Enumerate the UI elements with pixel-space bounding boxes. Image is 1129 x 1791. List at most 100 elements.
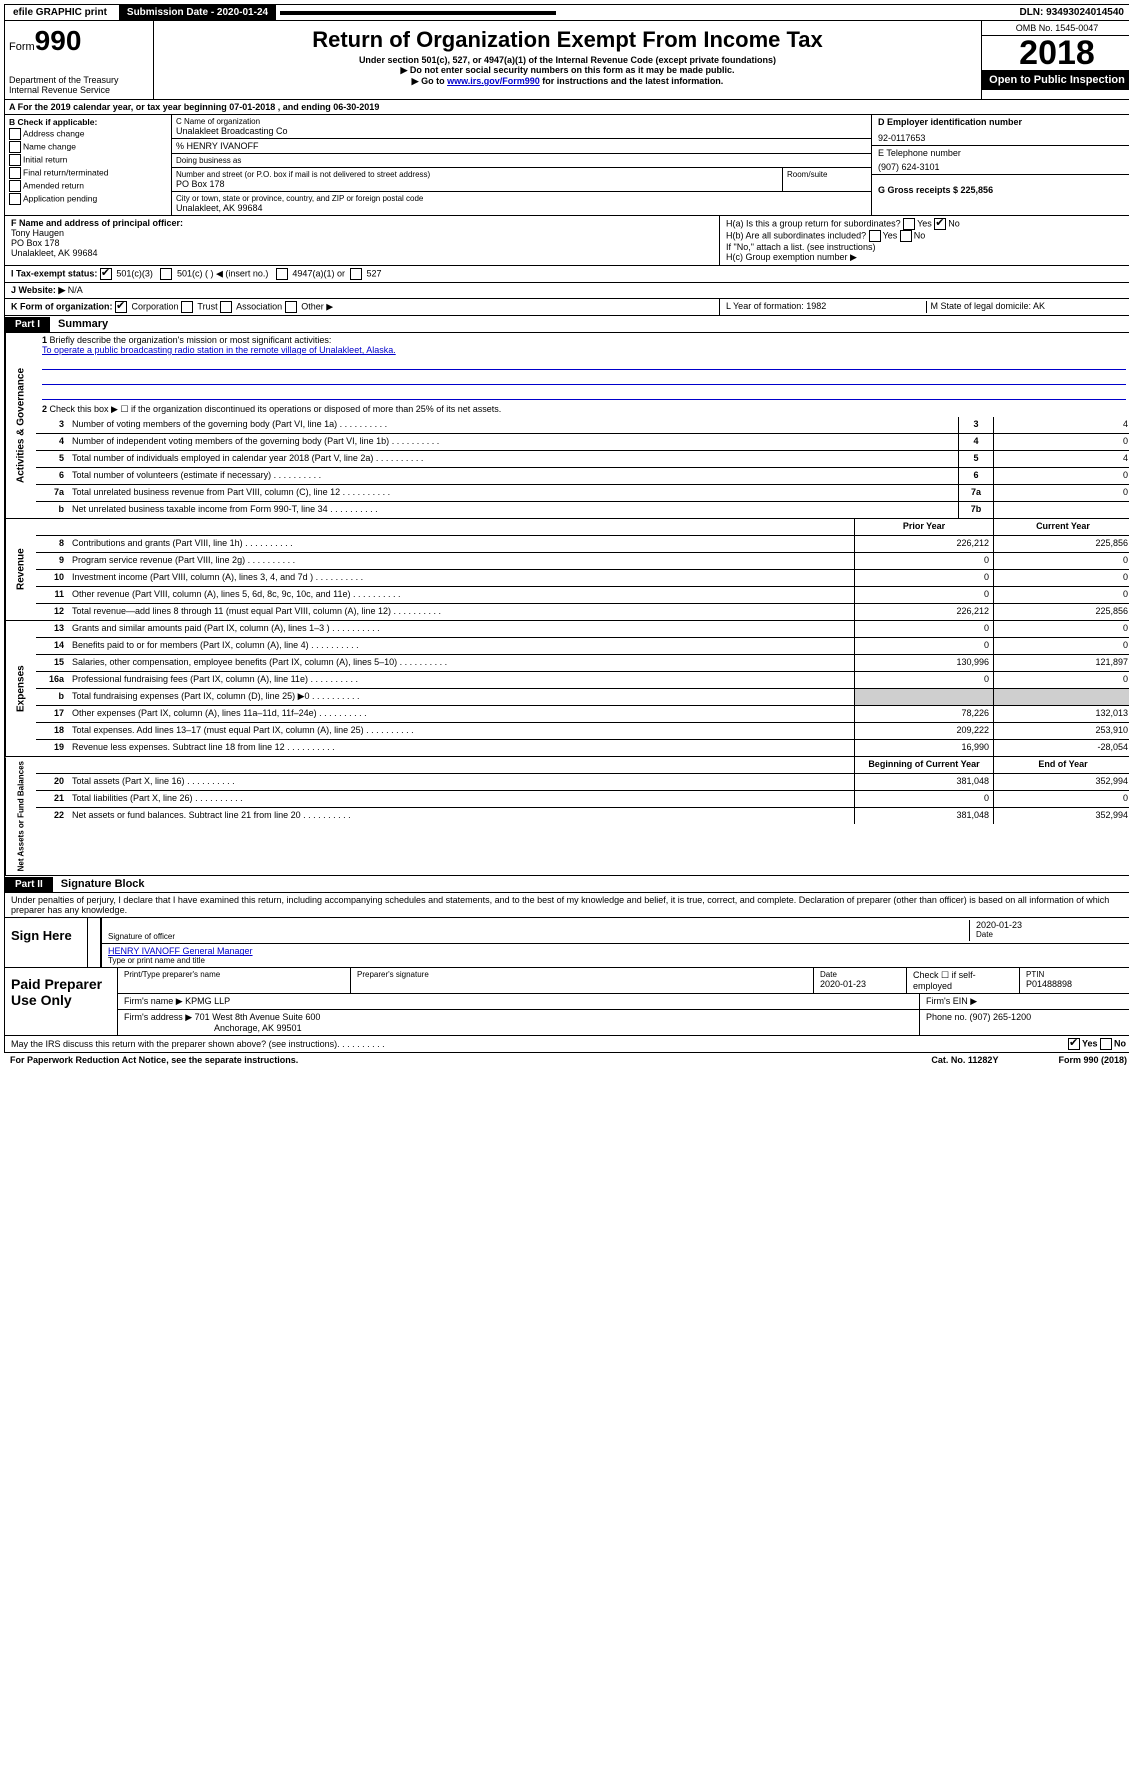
vlabel-revenue: Revenue [5,519,36,620]
rev-body: Prior Year Current Year 8Contributions a… [36,519,1129,620]
firm-addr-lbl: Firm's address ▶ [124,1012,192,1022]
phone-lbl: E Telephone number [878,148,1126,158]
gov-row-5: 5Total number of individuals employed in… [36,450,1129,467]
cb-app-pending[interactable]: Application pending [9,193,167,205]
cb-other[interactable] [285,301,297,313]
form-num: 990 [35,25,82,56]
row-j: J Website: ▶ N/A [4,283,1129,299]
cb-address-change[interactable]: Address change [9,128,167,140]
row-b: bTotal fundraising expenses (Part IX, co… [36,688,1129,705]
opt-501c: 501(c) ( ) ◀ (insert no.) [177,268,268,278]
sign-arrow [87,918,100,967]
net-rows: 20Total assets (Part X, line 16)381,0483… [36,773,1129,824]
opt-trust: Trust [197,301,217,311]
f-addr1: PO Box 178 [11,238,713,248]
row-9: 9Program service revenue (Part VIII, lin… [36,552,1129,569]
sig-name-row: HENRY IVANOFF General Manager Type or pr… [102,944,1129,967]
cb-501c3[interactable] [100,268,112,280]
hb-yes[interactable] [869,230,881,242]
q2-num: 2 [42,404,47,414]
street-row: Number and street (or P.O. box if mail i… [172,168,871,192]
sign-fields: Signature of officer 2020-01-23 Date HEN… [100,918,1129,967]
cb-527[interactable] [350,268,362,280]
calendar-year-text: A For the 2019 calendar year, or tax yea… [9,102,379,112]
street-val: PO Box 178 [176,179,778,189]
gross-block: G Gross receipts $ 225,856 [872,183,1129,197]
part2-tag: Part II [5,877,53,892]
room-lbl: Room/suite [783,168,871,191]
part2-title: Signature Block [53,876,153,892]
f-addr2: Unalakleet, AK 99684 [11,248,713,258]
goto-note: ▶ Go to www.irs.gov/Form990 for instruct… [158,76,977,87]
cb-trust[interactable] [181,301,193,313]
row-18: 18Total expenses. Add lines 13–17 (must … [36,722,1129,739]
cb-assoc[interactable] [220,301,232,313]
discuss-no[interactable] [1100,1038,1112,1050]
h-c: H(c) Group exemption number ▶ [726,252,1126,263]
cb-name-change[interactable]: Name change [9,141,167,153]
form-org: K Form of organization: Corporation Trus… [5,299,720,315]
i-lbl: I Tax-exempt status: [11,268,97,278]
h-block: H(a) Is this a group return for subordin… [720,216,1129,265]
cb-501c[interactable] [160,268,172,280]
firm-addr2: Anchorage, AK 99501 [124,1023,913,1033]
ha-yes[interactable] [903,218,915,230]
org-name-lbl: C Name of organization [176,117,867,126]
dots-icon [337,1039,385,1049]
k-lbl: K Form of organization: [11,301,113,311]
vlabel-expenses: Expenses [5,621,36,756]
row-20: 20Total assets (Part X, line 16)381,0483… [36,773,1129,790]
efile-label[interactable]: efile GRAPHIC print [5,5,115,20]
part1-title: Summary [50,316,116,332]
row-16a: 16aProfessional fundraising fees (Part I… [36,671,1129,688]
self-employed[interactable]: Check ☐ if self-employed [907,968,1020,993]
cb-initial-return[interactable]: Initial return [9,154,167,166]
paid-body: Print/Type preparer's name Preparer's si… [118,968,1129,1035]
form-title: Return of Organization Exempt From Incom… [158,27,977,53]
firm-name: KPMG LLP [185,996,230,1006]
hb-no[interactable] [900,230,912,242]
vlabel-netassets: Net Assets or Fund Balances [5,757,36,875]
j-lbl: J Website: ▶ [11,285,65,295]
discuss-yes[interactable] [1068,1038,1080,1050]
sig-date-lbl: Date [976,930,1126,939]
opt-527: 527 [366,268,381,278]
perjury-text: Under penalties of perjury, I declare th… [5,893,1129,917]
sig-officer-row: Signature of officer 2020-01-23 Date [102,918,1129,944]
hdr-begin-year: Beginning of Current Year [854,757,993,773]
exp-body: 13Grants and similar amounts paid (Part … [36,621,1129,756]
section-bcd: B Check if applicable: Address change Na… [4,115,1129,215]
perjury-block: Under penalties of perjury, I declare th… [4,893,1129,918]
org-name-block: C Name of organization Unalakleet Broadc… [172,115,871,139]
prep-date-lbl: Date [820,970,900,979]
ha-no[interactable] [934,218,946,230]
ein-val: 92-0117653 [878,133,1126,143]
sig-officer-lbl: Signature of officer [108,932,969,941]
ptin-val: P01488898 [1026,979,1126,989]
row-15: 15Salaries, other compensation, employee… [36,654,1129,671]
ssn-note: ▶ Do not enter social security numbers o… [158,65,977,76]
street-lbl: Number and street (or P.O. box if mail i… [176,170,778,179]
row-k: K Form of organization: Corporation Trus… [4,299,1129,316]
row-13: 13Grants and similar amounts paid (Part … [36,621,1129,637]
q2-text: Check this box ▶ ☐ if the organization d… [50,404,502,414]
prep-date: 2020-01-23 [820,979,900,989]
irs-link[interactable]: www.irs.gov/Form990 [447,76,540,86]
h-b: H(b) Are all subordinates included? Yes … [726,230,1126,242]
cb-amended[interactable]: Amended return [9,180,167,192]
cb-4947[interactable] [276,268,288,280]
pra-notice: For Paperwork Reduction Act Notice, see … [10,1055,298,1065]
cb-corp[interactable] [115,301,127,313]
exp-rows: 13Grants and similar amounts paid (Part … [36,621,1129,756]
firm-phone: Phone no. (907) 265-1200 [920,1010,1129,1035]
part1-tag: Part I [5,317,50,332]
form-prefix: Form [9,41,35,53]
row-f-h: F Name and address of principal officer:… [4,215,1129,266]
form-header: Form990 Department of the Treasury Inter… [4,21,1129,100]
row-10: 10Investment income (Part VIII, column (… [36,569,1129,586]
ptin-lbl: PTIN [1026,970,1126,979]
dba-lbl: Doing business as [176,156,867,165]
gov-body: 1 Briefly describe the organization's mi… [36,333,1129,518]
open-public: Open to Public Inspection [982,70,1129,90]
cb-final-return[interactable]: Final return/terminated [9,167,167,179]
